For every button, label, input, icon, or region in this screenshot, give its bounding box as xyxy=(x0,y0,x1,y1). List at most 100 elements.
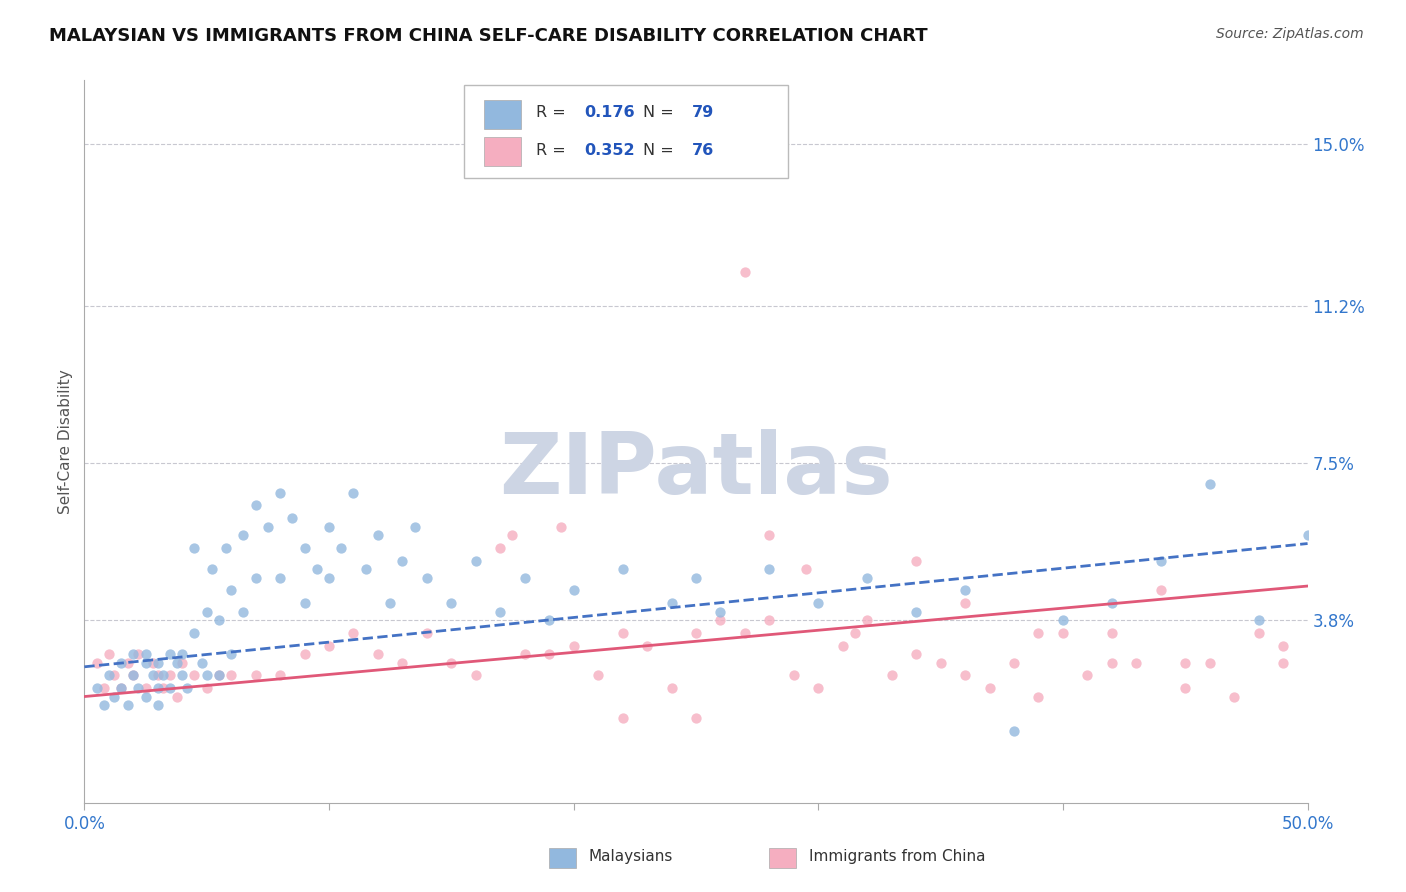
FancyBboxPatch shape xyxy=(484,137,522,166)
Point xyxy=(440,656,463,670)
Point xyxy=(1272,656,1295,670)
Point xyxy=(183,668,205,682)
Point xyxy=(586,668,609,682)
Point xyxy=(783,668,806,682)
Point xyxy=(122,647,145,661)
Text: R =: R = xyxy=(536,143,571,158)
Point xyxy=(342,485,364,500)
Point xyxy=(1150,553,1173,567)
Point xyxy=(709,613,731,627)
Point xyxy=(1101,625,1123,640)
Point xyxy=(380,596,402,610)
Point xyxy=(142,656,165,670)
Point xyxy=(152,681,174,695)
Point xyxy=(880,668,903,682)
Point xyxy=(391,553,413,567)
Point xyxy=(159,681,181,695)
Point xyxy=(612,711,634,725)
Point xyxy=(1346,596,1368,610)
Point xyxy=(294,647,316,661)
Point xyxy=(127,647,149,661)
Point xyxy=(844,625,866,640)
Point xyxy=(794,562,817,576)
Point xyxy=(661,681,683,695)
Point xyxy=(183,625,205,640)
Point xyxy=(219,647,242,661)
Point xyxy=(367,528,389,542)
Point xyxy=(281,511,304,525)
Point xyxy=(146,668,169,682)
Point xyxy=(110,656,132,670)
Point xyxy=(807,596,830,610)
Point xyxy=(734,625,756,640)
Point xyxy=(513,570,536,584)
Point xyxy=(200,562,222,576)
Point xyxy=(550,519,572,533)
Point xyxy=(122,668,145,682)
Text: R =: R = xyxy=(536,105,571,120)
Point xyxy=(135,656,157,670)
Point xyxy=(245,668,267,682)
FancyBboxPatch shape xyxy=(550,847,576,868)
Point xyxy=(146,656,169,670)
Point xyxy=(135,681,157,695)
Point xyxy=(245,498,267,512)
Point xyxy=(513,647,536,661)
Point xyxy=(232,605,254,619)
FancyBboxPatch shape xyxy=(464,86,787,178)
Text: MALAYSIAN VS IMMIGRANTS FROM CHINA SELF-CARE DISABILITY CORRELATION CHART: MALAYSIAN VS IMMIGRANTS FROM CHINA SELF-… xyxy=(49,27,928,45)
Point xyxy=(856,613,879,627)
Text: 79: 79 xyxy=(692,105,714,120)
Point xyxy=(117,698,139,712)
Point xyxy=(1174,681,1197,695)
Point xyxy=(294,541,316,555)
Point xyxy=(269,485,291,500)
Text: N =: N = xyxy=(644,143,679,158)
Point xyxy=(905,605,928,619)
Point xyxy=(538,613,561,627)
Point xyxy=(219,583,242,598)
Point xyxy=(1002,656,1025,670)
Point xyxy=(979,681,1001,695)
Point xyxy=(135,647,157,661)
Point xyxy=(464,553,486,567)
Point xyxy=(146,681,169,695)
Text: Source: ZipAtlas.com: Source: ZipAtlas.com xyxy=(1216,27,1364,41)
FancyBboxPatch shape xyxy=(769,847,796,868)
Point xyxy=(97,668,120,682)
Point xyxy=(440,596,463,610)
Point xyxy=(93,698,115,712)
Point xyxy=(294,596,316,610)
Point xyxy=(709,605,731,619)
Point xyxy=(117,656,139,670)
Point xyxy=(416,570,439,584)
Point xyxy=(103,690,125,704)
Point xyxy=(318,519,340,533)
Point xyxy=(1150,583,1173,598)
Point xyxy=(502,528,524,542)
Point xyxy=(1125,656,1147,670)
Point xyxy=(152,668,174,682)
Point xyxy=(103,668,125,682)
Point xyxy=(86,681,108,695)
Point xyxy=(172,647,194,661)
Text: 76: 76 xyxy=(692,143,714,158)
Point xyxy=(215,541,238,555)
Point xyxy=(464,668,486,682)
Point xyxy=(1002,723,1025,738)
Point xyxy=(758,613,780,627)
Point xyxy=(146,698,169,712)
Point xyxy=(758,528,780,542)
Point xyxy=(734,264,756,278)
Point xyxy=(1247,625,1270,640)
Point xyxy=(159,668,181,682)
Point xyxy=(416,625,439,640)
Point xyxy=(1272,639,1295,653)
Point xyxy=(1028,690,1050,704)
Point xyxy=(93,681,115,695)
Point xyxy=(905,553,928,567)
Point xyxy=(166,690,188,704)
Point xyxy=(489,541,512,555)
Point xyxy=(1247,613,1270,627)
Text: 0.352: 0.352 xyxy=(585,143,636,158)
